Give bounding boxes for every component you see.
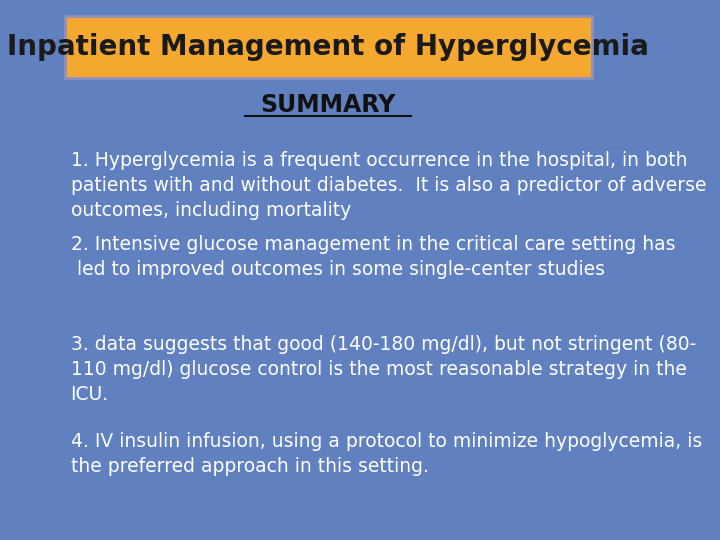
Text: 3. data suggests that good (140-180 mg/dl), but not stringent (80-
110 mg/dl) gl: 3. data suggests that good (140-180 mg/d… [71, 335, 696, 404]
FancyBboxPatch shape [65, 16, 592, 78]
Text: SUMMARY: SUMMARY [261, 93, 396, 117]
Text: 4. IV insulin infusion, using a protocol to minimize hypoglycemia, is
the prefer: 4. IV insulin infusion, using a protocol… [71, 432, 702, 476]
Text: 2. Intensive glucose management in the critical care setting has
 led to improve: 2. Intensive glucose management in the c… [71, 235, 675, 279]
Text: Inpatient Management of Hyperglycemia: Inpatient Management of Hyperglycemia [7, 33, 649, 61]
Text: 1. Hyperglycemia is a frequent occurrence in the hospital, in both
patients with: 1. Hyperglycemia is a frequent occurrenc… [71, 151, 706, 220]
